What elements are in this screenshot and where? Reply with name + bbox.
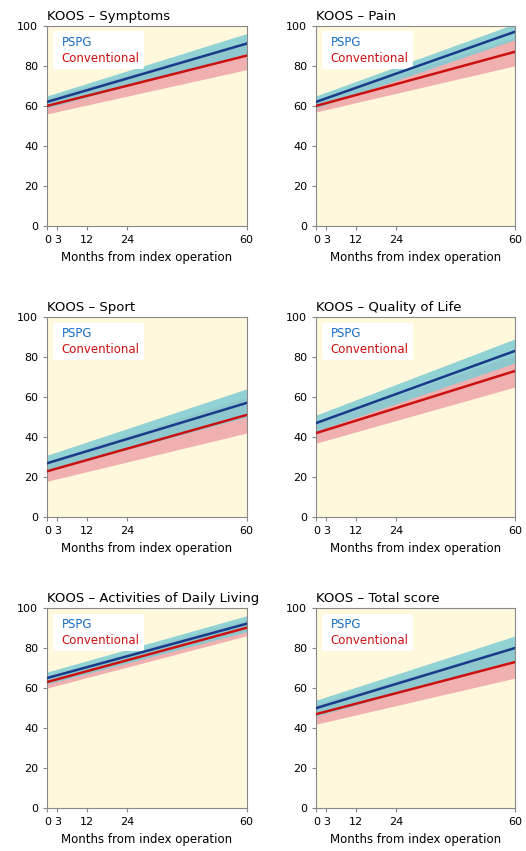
Text: KOOS – Total score: KOOS – Total score [316, 592, 440, 605]
X-axis label: Months from index operation: Months from index operation [330, 542, 501, 555]
X-axis label: Months from index operation: Months from index operation [62, 251, 232, 264]
Text: KOOS – Symptoms: KOOS – Symptoms [47, 10, 170, 23]
Legend: PSPG, Conventional: PSPG, Conventional [53, 323, 144, 360]
Text: KOOS – Pain: KOOS – Pain [316, 10, 397, 23]
Text: KOOS – Activities of Daily Living: KOOS – Activities of Daily Living [47, 592, 260, 605]
Text: KOOS – Quality of Life: KOOS – Quality of Life [316, 301, 462, 314]
Legend: PSPG, Conventional: PSPG, Conventional [322, 323, 413, 360]
X-axis label: Months from index operation: Months from index operation [330, 251, 501, 264]
X-axis label: Months from index operation: Months from index operation [62, 542, 232, 555]
Legend: PSPG, Conventional: PSPG, Conventional [322, 614, 413, 651]
Legend: PSPG, Conventional: PSPG, Conventional [53, 614, 144, 651]
Legend: PSPG, Conventional: PSPG, Conventional [322, 31, 413, 69]
Text: KOOS – Sport: KOOS – Sport [47, 301, 136, 314]
X-axis label: Months from index operation: Months from index operation [330, 833, 501, 846]
Legend: PSPG, Conventional: PSPG, Conventional [53, 31, 144, 69]
X-axis label: Months from index operation: Months from index operation [62, 833, 232, 846]
